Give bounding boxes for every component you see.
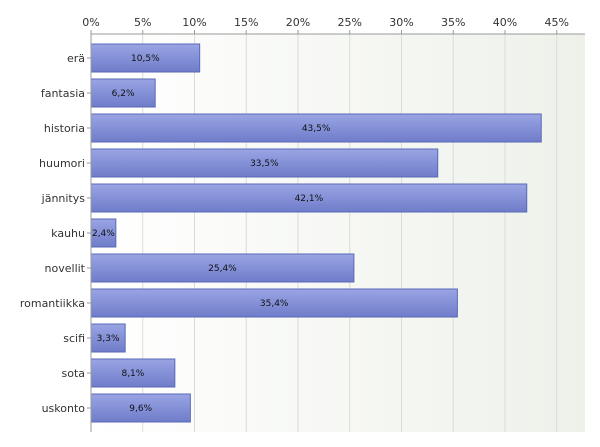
x-tick-label: 30% — [389, 16, 413, 29]
data-label: 3,3% — [97, 334, 120, 344]
category-label: historia — [44, 122, 85, 135]
x-tick-label: 0% — [82, 16, 99, 29]
x-tick-label: 25% — [338, 16, 362, 29]
x-tick-label: 45% — [545, 16, 569, 29]
category-label: scifi — [63, 332, 85, 345]
category-label: erä — [67, 52, 85, 65]
category-label: uskonto — [42, 402, 86, 415]
x-tick-label: 20% — [286, 16, 310, 29]
x-tick-label: 5% — [134, 16, 151, 29]
category-label: fantasia — [41, 87, 85, 100]
category-label: jännitys — [41, 192, 86, 205]
category-label: huumori — [39, 157, 85, 170]
bar — [90, 323, 126, 353]
data-label: 10,5% — [131, 54, 160, 64]
data-label: 42,1% — [295, 194, 324, 204]
bar — [90, 288, 458, 318]
data-label: 43,5% — [302, 124, 331, 134]
x-tick-label: 35% — [441, 16, 465, 29]
x-axis-ticks: 0% 5% 10% 15% 20% 25% 30% 35% 40% 45% — [82, 16, 569, 34]
bar — [90, 183, 528, 213]
bar — [90, 218, 117, 248]
category-label: romantiikka — [20, 297, 85, 310]
category-label: kauhu — [51, 227, 85, 240]
category-label: novellit — [45, 262, 86, 275]
data-label: 35,4% — [260, 299, 289, 309]
bars: erä 10,5% fantasia 6,2% historia 43,5% huumori… — [20, 43, 542, 423]
data-label: 9,6% — [129, 404, 152, 414]
data-label: 8,1% — [121, 369, 144, 379]
data-label: 2,4% — [92, 229, 115, 239]
bar — [90, 148, 439, 178]
bar — [90, 393, 191, 423]
x-tick-label: 10% — [182, 16, 206, 29]
data-label: 6,2% — [112, 89, 135, 99]
x-tick-label: 40% — [493, 16, 517, 29]
x-tick-label: 15% — [234, 16, 258, 29]
data-label: 33,5% — [250, 159, 279, 169]
category-label: sota — [61, 367, 85, 380]
data-label: 25,4% — [208, 264, 237, 274]
